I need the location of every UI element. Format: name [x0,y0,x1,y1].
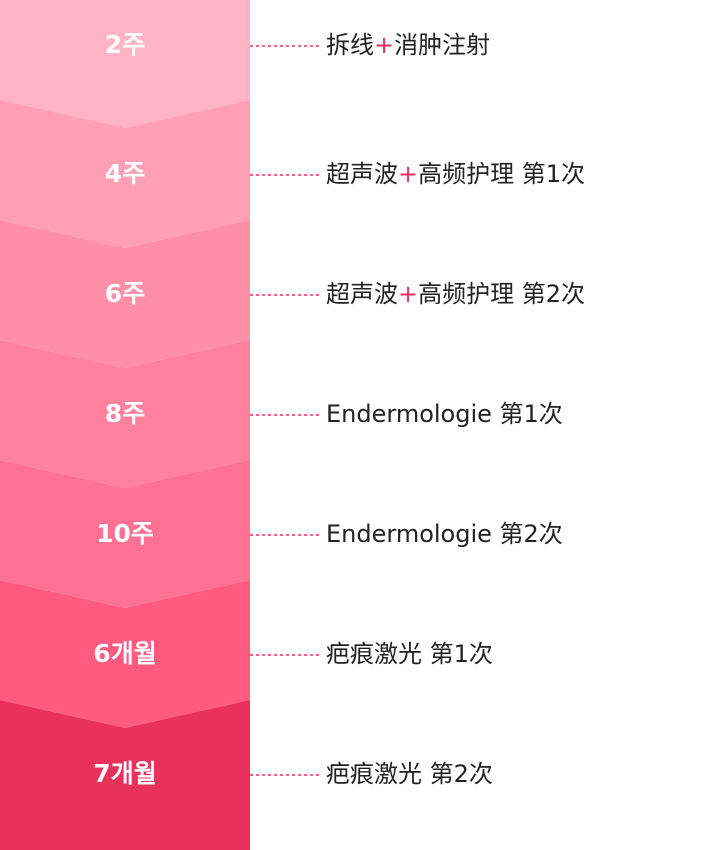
treatment-part: 疤痕激光 第2次 [326,760,493,788]
treatment-part: 高频护理 第2次 [418,280,585,308]
treatment-text: 拆线+消肿注射 [326,31,490,59]
treatment-text: 超声波+高频护理 第2次 [326,280,585,308]
period-label: 4주 [105,159,145,188]
period-label: 10주 [96,519,154,548]
treatment-part: 超声波 [326,160,398,188]
chevron-segment [0,220,250,368]
chevron-segment [0,340,250,488]
treatment-part: 超声波 [326,280,398,308]
chevron-segment [0,700,250,850]
treatment-text: 超声波+高频护理 第1次 [326,160,585,188]
treatment-part: 消肿注射 [394,31,490,59]
period-label: 7개월 [93,759,156,788]
treatment-text: 疤痕激光 第2次 [326,760,493,788]
chevron-segment [0,580,250,728]
treatment-part: Endermologie 第1次 [326,400,563,428]
treatment-text: 疤痕激光 第1次 [326,640,493,668]
treatment-text: Endermologie 第1次 [326,400,563,428]
period-label: 2주 [105,30,145,59]
period-label: 6개월 [93,639,156,668]
plus-sign: + [398,160,418,188]
treatment-text: Endermologie 第2次 [326,520,563,548]
plus-sign: + [398,280,418,308]
chevron-segment [0,460,250,608]
period-label: 8주 [105,399,145,428]
chevron-segment [0,100,250,248]
chevron-segment [0,0,250,128]
treatment-part: Endermologie 第2次 [326,520,563,548]
plus-sign: + [374,31,394,59]
treatment-part: 拆线 [326,31,374,59]
treatment-part: 高频护理 第1次 [418,160,585,188]
period-label: 6주 [105,279,145,308]
treatment-part: 疤痕激光 第1次 [326,640,493,668]
